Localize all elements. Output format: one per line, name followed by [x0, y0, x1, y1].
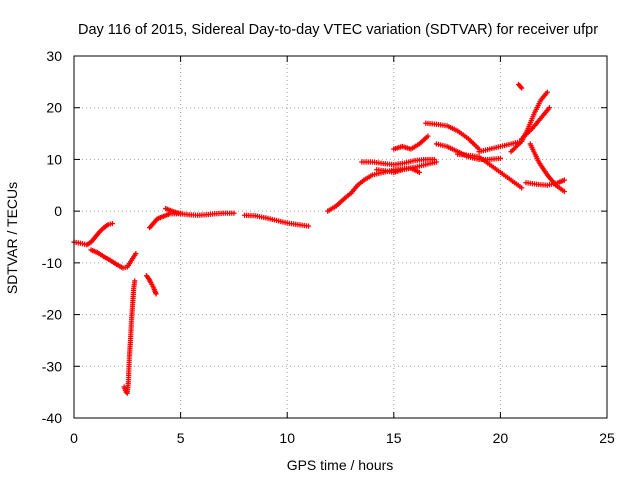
y-tick-label: 0 — [54, 203, 62, 219]
x-tick-label: 15 — [386, 430, 402, 446]
y-axis-label: SDTVAR / TECUs — [4, 182, 20, 294]
y-tick-label: -30 — [42, 358, 62, 374]
chart-title: Day 116 of 2015, Sidereal Day-to-day VTE… — [78, 22, 598, 38]
x-tick-label: 20 — [493, 430, 509, 446]
y-tick-label: 20 — [46, 100, 62, 116]
data-point — [153, 291, 159, 297]
y-tick-label: -40 — [42, 410, 62, 426]
data-point — [416, 169, 422, 175]
y-axis: -40 -30 -20 -10 0 10 20 30 — [42, 48, 607, 426]
data-point — [431, 156, 437, 163]
x-axis-label: GPS time / hours — [287, 457, 394, 473]
data-point — [546, 105, 553, 111]
x-tick-label: 0 — [70, 430, 78, 446]
data-point — [519, 85, 525, 91]
y-tick-label: 30 — [46, 48, 62, 64]
data-points — [71, 81, 567, 396]
data-point — [497, 155, 503, 161]
data-point — [561, 188, 567, 195]
y-tick-label: -20 — [42, 307, 62, 323]
data-point — [305, 223, 312, 229]
data-point — [109, 220, 115, 227]
data-point — [231, 210, 237, 216]
data-point — [425, 133, 431, 139]
data-point — [544, 89, 550, 95]
x-tick-label: 10 — [279, 430, 295, 446]
data-point — [561, 177, 567, 183]
x-tick-label: 25 — [599, 430, 615, 446]
grid-lines — [74, 56, 607, 418]
y-tick-label: 10 — [46, 151, 62, 167]
x-axis: 0 5 10 15 20 25 — [70, 56, 615, 446]
plot-frame — [73, 55, 608, 419]
y-tick-label: -10 — [42, 255, 62, 271]
data-point — [519, 185, 525, 191]
x-tick-label: 5 — [177, 430, 185, 446]
data-point — [133, 250, 139, 257]
data-point — [132, 278, 138, 284]
